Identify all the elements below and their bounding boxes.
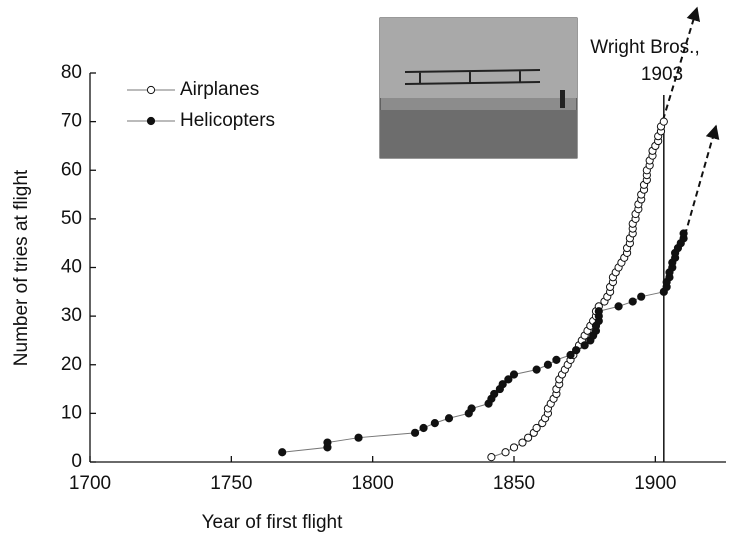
series-line — [282, 233, 683, 452]
annotation: 1903 — [641, 64, 683, 85]
data-point — [468, 405, 475, 412]
y-tick-label: 70 — [61, 111, 82, 132]
data-point — [533, 366, 540, 373]
annotation: Wright Bros., — [590, 37, 699, 58]
y-tick-label: 40 — [61, 257, 82, 278]
data-point — [615, 303, 622, 310]
x-tick-label: 1900 — [634, 473, 676, 494]
data-point — [553, 356, 560, 363]
y-tick-label: 10 — [61, 402, 82, 423]
legend-label: Airplanes — [180, 79, 259, 100]
y-tick-label: 20 — [61, 354, 82, 375]
y-tick-label: 30 — [61, 305, 82, 326]
data-point — [638, 293, 645, 300]
series-line — [491, 122, 663, 458]
data-point — [431, 420, 438, 427]
data-point — [510, 371, 517, 378]
legend-label: Helicopters — [180, 110, 275, 131]
y-tick-label: 60 — [61, 159, 82, 180]
data-point — [573, 347, 580, 354]
x-tick-label: 1800 — [352, 473, 394, 494]
data-point — [660, 118, 667, 125]
x-tick-label: 1750 — [210, 473, 252, 494]
photo — [380, 18, 577, 158]
data-point — [595, 308, 602, 315]
y-tick-label: 50 — [61, 208, 82, 229]
data-point — [324, 439, 331, 446]
y-axis-label: Number of tries at flight — [11, 169, 32, 366]
data-point — [488, 454, 495, 461]
data-point — [502, 449, 509, 456]
legend-marker — [147, 86, 154, 93]
data-point — [411, 429, 418, 436]
x-tick-label: 1700 — [69, 473, 111, 494]
data-point — [510, 444, 517, 451]
data-point — [420, 424, 427, 431]
data-point — [279, 449, 286, 456]
data-point — [544, 361, 551, 368]
data-point — [445, 415, 452, 422]
y-tick-label: 80 — [61, 62, 82, 83]
chart: Wright Bros., 1903 Year of first flight … — [0, 0, 730, 535]
y-tick-label: 0 — [71, 451, 82, 472]
x-tick-label: 1850 — [493, 473, 535, 494]
legend-marker — [147, 117, 154, 124]
data-point — [355, 434, 362, 441]
data-point — [680, 230, 687, 237]
data-point — [629, 298, 636, 305]
arrow — [685, 126, 716, 235]
x-axis-label: Year of first flight — [202, 512, 344, 533]
